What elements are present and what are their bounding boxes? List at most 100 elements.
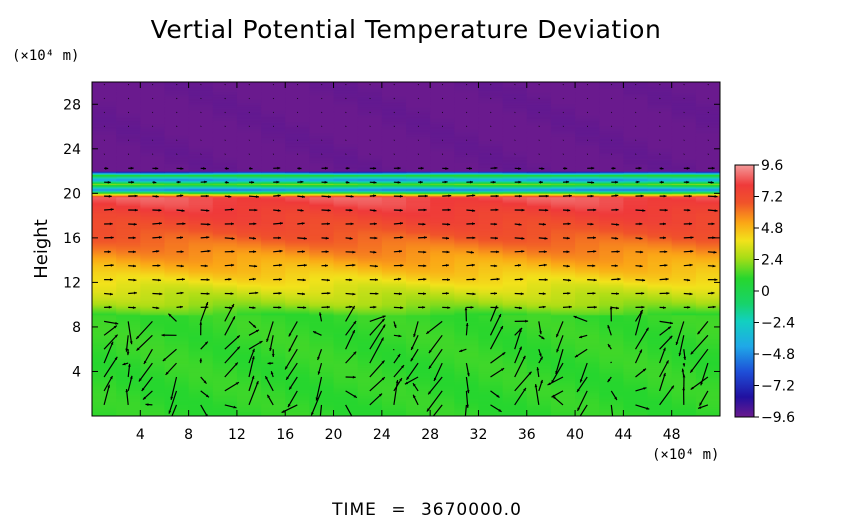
field-cell [430,265,455,268]
field-cell [236,276,262,279]
field-cell [261,254,286,257]
field-cell [599,231,624,233]
field-cell [188,305,214,308]
field-cell [188,294,214,297]
field-cell [526,203,552,206]
field-cell [236,206,262,209]
field-cell [454,203,480,206]
field-cell [695,271,720,273]
field-cell [454,300,480,302]
field-cell [188,343,214,346]
field-cell [140,283,166,286]
field-cell [140,266,166,269]
field-cell [164,395,190,398]
field-cell [333,225,359,228]
field-cell [575,240,600,242]
field-cell [309,389,335,391]
field-cell [478,222,504,224]
field-cell [92,300,117,302]
field-cell [502,325,528,328]
field-cell [381,333,407,336]
field-cell [623,345,649,348]
field-cell [647,269,673,271]
field-cell [357,233,383,236]
field-cell [430,230,455,232]
field-cell [671,240,697,242]
field-cell [164,252,190,255]
field-cell [357,360,383,363]
field-cell [333,324,359,327]
field-cell [623,216,649,219]
field-cell [599,322,624,325]
field-cell [430,341,455,344]
field-cell [285,287,310,290]
field-cell [478,212,504,214]
field-cell [406,273,431,276]
field-cell [92,242,117,245]
field-cell [164,286,190,289]
field-cell [695,255,720,258]
field-cell [623,273,649,276]
field-cell [623,405,649,408]
field-cell [671,218,697,221]
field-cell [430,339,455,341]
field-cell [647,322,673,325]
field-cell [406,286,431,289]
field-cell [236,324,262,327]
field-cell [261,241,286,243]
field-cell [236,310,262,312]
field-cell [212,402,238,405]
field-cell [261,364,286,367]
field-cell [140,359,166,361]
field-cell [478,398,504,400]
field-cell [188,389,214,391]
field-cell [164,240,190,242]
field-cell [575,232,600,235]
field-cell [309,289,335,291]
field-cell [236,325,262,328]
field-cell [357,204,383,207]
field-cell [695,320,720,322]
field-cell [333,401,359,404]
field-cell [188,408,214,410]
field-cell [526,290,552,292]
field-cell [381,395,407,398]
field-cell [116,211,141,213]
field-cell [164,388,190,390]
field-cell [140,313,166,316]
field-cell [381,241,407,243]
field-cell [140,318,166,320]
field-cell [212,226,238,229]
field-cell [188,220,214,222]
field-cell [261,204,286,207]
field-cell [695,228,720,231]
field-cell [285,295,310,298]
field-cell [381,233,407,236]
field-cell [502,294,528,297]
field-cell [430,213,455,216]
field-cell [333,274,359,277]
field-cell [454,361,480,364]
field-cell [502,303,528,306]
field-cell [454,372,480,375]
field-cell [647,339,673,341]
field-cell [623,326,649,329]
field-cell [188,273,214,276]
field-cell [261,391,286,394]
field-cell [502,261,528,263]
field-cell [671,262,697,265]
field-cell [406,260,431,262]
field-cell [309,257,335,260]
field-cell [671,233,697,236]
field-cell [116,293,141,296]
field-cell [647,332,673,335]
field-cell [188,247,214,250]
field-cell [575,313,600,316]
field-cell [116,234,141,237]
field-cell [526,330,552,332]
field-cell [526,312,552,315]
field-cell [164,405,190,408]
field-cell [140,353,166,356]
field-cell [285,212,310,214]
field-cell [695,252,720,255]
